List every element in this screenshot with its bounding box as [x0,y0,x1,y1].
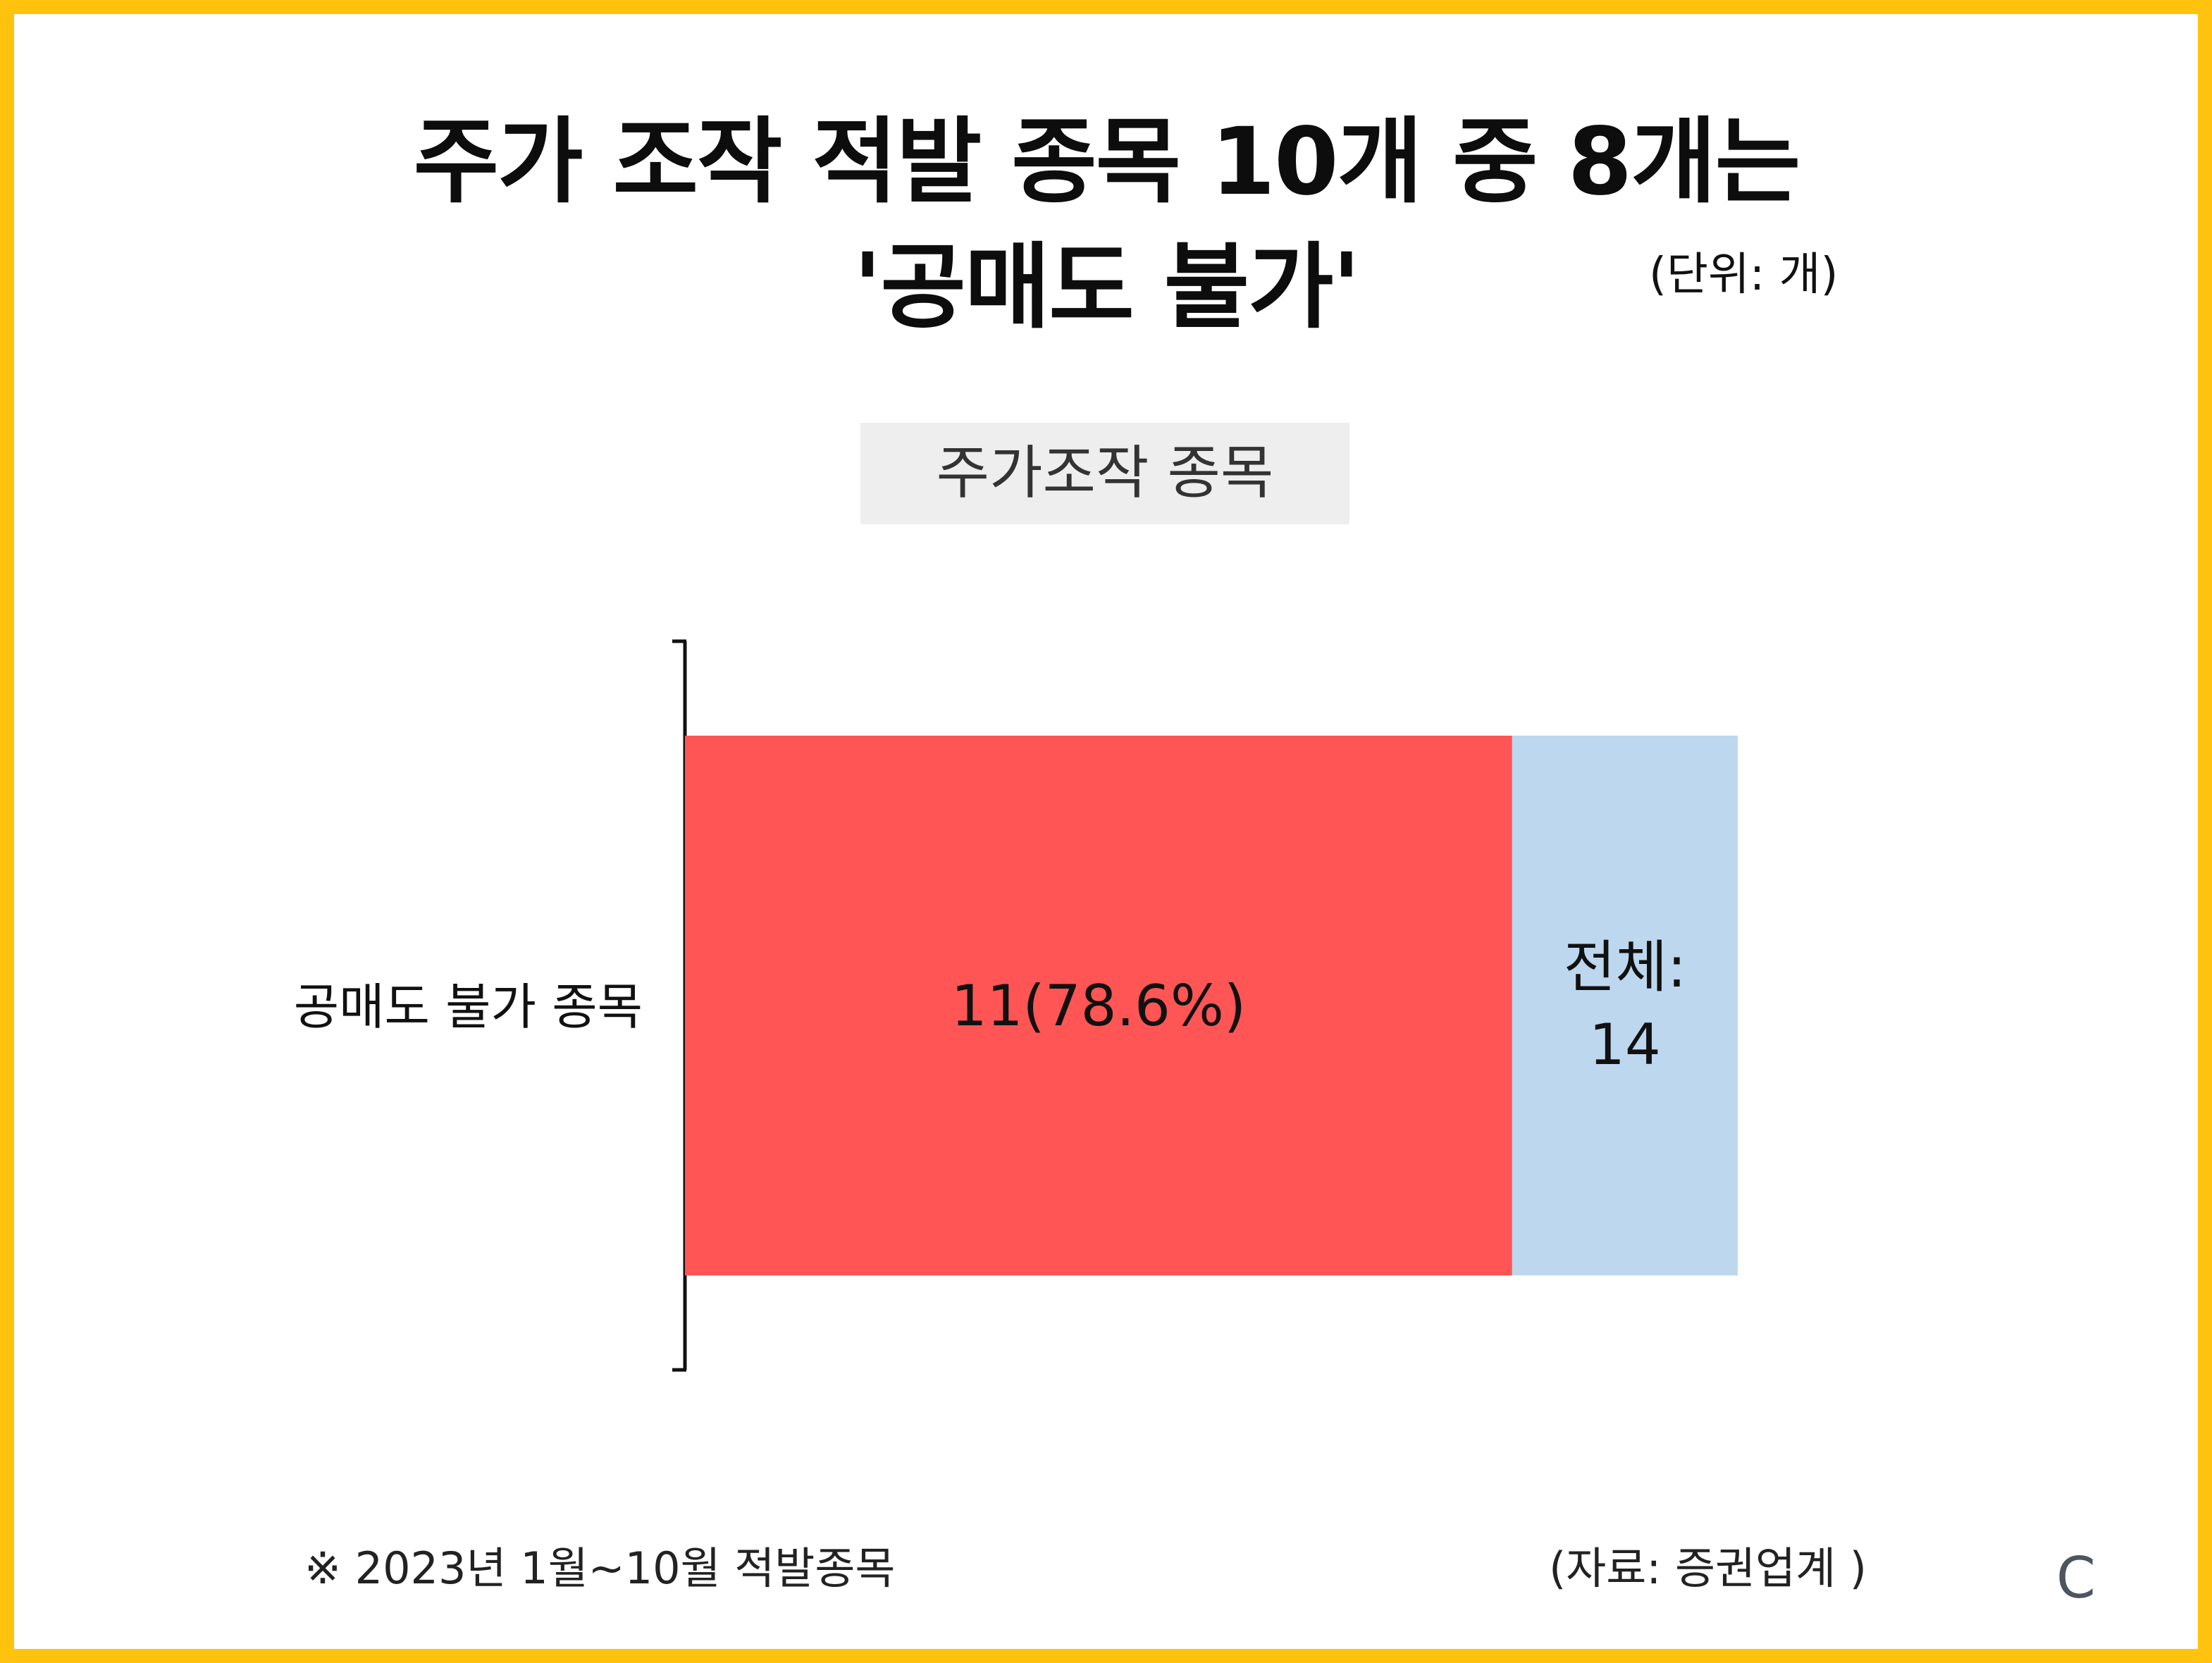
unit-label: (단위: 개) [1649,249,1839,301]
footnote: ※ 2023년 1월~10월 적발종목 [304,1543,896,1594]
legend-label: 주가조작 종목 [936,440,1274,507]
bar-total-label-line-2: 14 [1589,1012,1661,1077]
chart-title-line-1: 주가 조작 적발 종목 10개 중 8개는 [413,108,1801,216]
source-note: (자료: 증권업계 ) [1549,1543,1867,1594]
category-label: 공매도 불가 종목 [294,978,643,1036]
chart-title-line-2: '공매도 불가' [853,233,1361,342]
bar-segment-2 [1512,736,1738,1275]
bar-total-label-line-1: 전체: [1564,934,1686,1000]
bar-value-label-1: 11(78.6%) [951,973,1246,1039]
publisher-logo: C [2056,1545,2096,1611]
bar-segment-1 [685,736,1512,1275]
legend: 주가조작 종목 [860,423,1349,524]
